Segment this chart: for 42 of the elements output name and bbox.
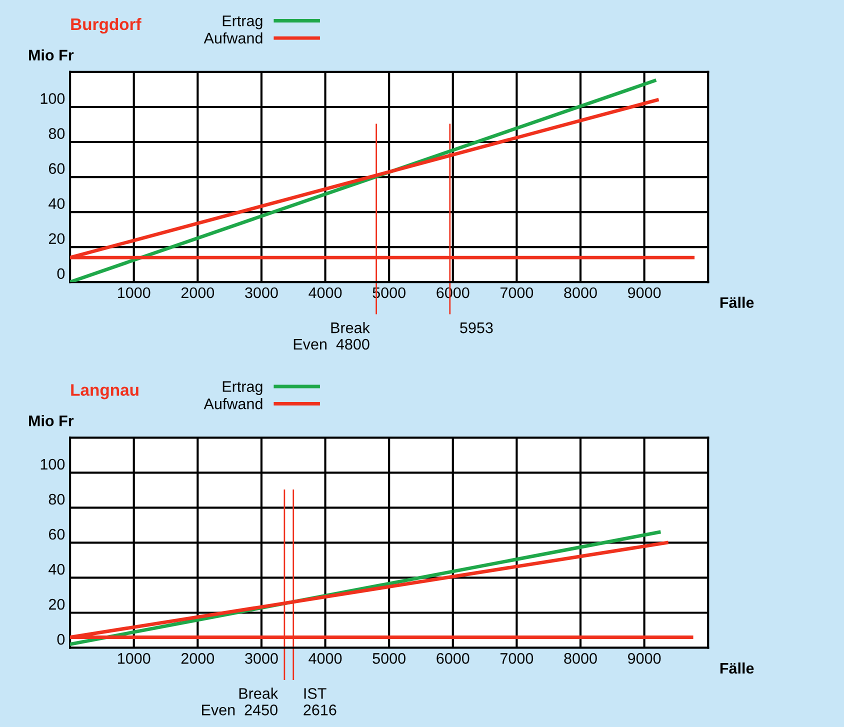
x-tick-label: 3000 [245,287,278,298]
y-tick-label: 100 [40,458,65,470]
y-tick-label: 60 [48,528,65,540]
chart-title: Burgdorf [71,18,142,34]
ref-line-label: IST 2616 [304,688,336,716]
y-tick-label: 80 [48,128,65,139]
y-tick-label: 100 [40,93,65,104]
x-tick-label: 1000 [118,653,150,664]
ref-line-label: Break Even 4800 [294,322,370,350]
x-tick-label: 5000 [372,653,406,664]
x-tick-label: 1000 [118,287,150,298]
y-tick-label: 0 [57,268,65,280]
legend-label: Aufwand [204,32,262,44]
y-axis-title: Mio Fr [29,49,74,61]
y-tick-label: 40 [48,198,65,210]
y-tick-label: 60 [48,163,65,174]
chart-title: Langnau [71,384,138,400]
x-tick-label: 6000 [436,653,470,664]
x-axis-title: Fälle [720,296,754,308]
y-tick-label: 20 [48,598,65,610]
x-tick-label: 3000 [245,653,278,664]
legend-label: Aufwand [204,398,262,410]
ref-line-label: 5953 [460,322,493,334]
x-tick-label: 2000 [181,287,214,298]
x-tick-label: 4000 [308,287,342,298]
legend-label: Ertrag [222,381,262,395]
x-tick-label: 7000 [500,287,534,298]
y-tick-label: 0 [57,634,65,645]
y-axis-title: Mio Fr [29,415,74,426]
y-tick-label: 80 [48,494,65,505]
y-tick-label: 40 [48,564,65,575]
x-tick-label: 4000 [308,653,342,664]
x-tick-label: 8000 [564,653,597,664]
x-tick-label: 2000 [181,653,214,664]
legend-label: Ertrag [222,16,262,30]
x-tick-label: 7000 [500,653,534,664]
x-axis-title: Fälle [720,662,754,674]
ref-line-label: Break Even 2450 [202,688,278,716]
x-tick-label: 8000 [564,287,597,298]
y-tick-label: 20 [48,233,65,244]
x-tick-label: 9000 [628,653,661,664]
x-tick-label: 9000 [628,287,661,298]
